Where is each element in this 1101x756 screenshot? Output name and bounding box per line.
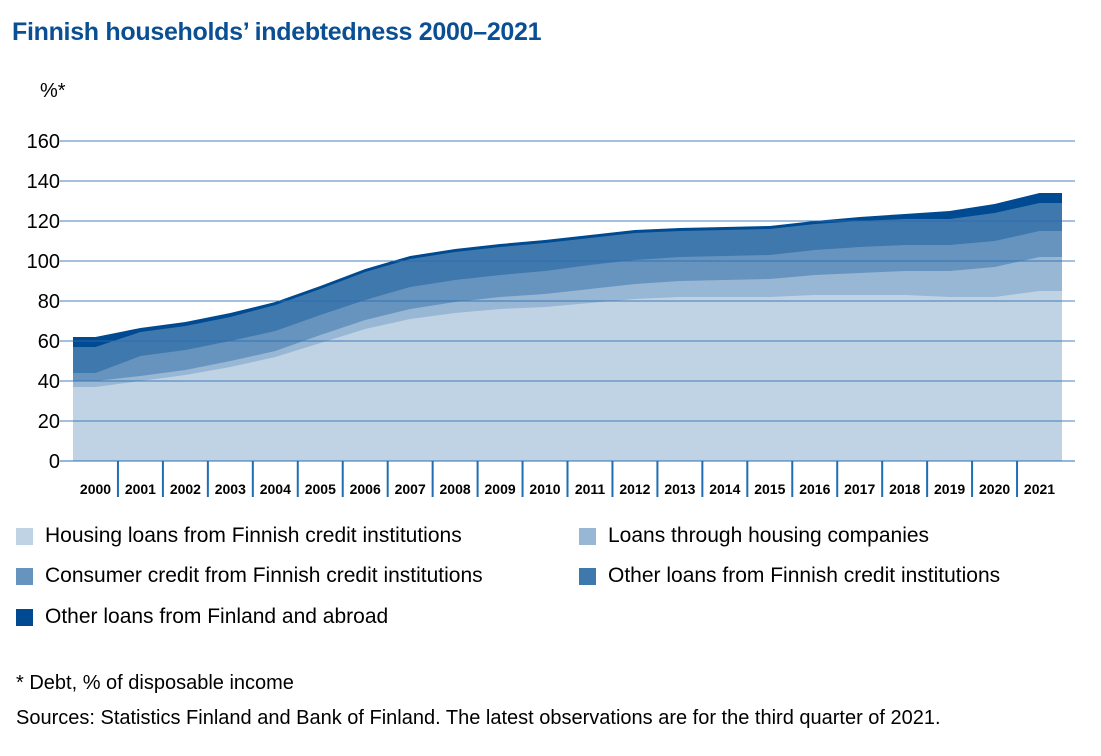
x-tick-label: 2010 xyxy=(529,481,560,497)
legend-label: Consumer credit from Finnish credit inst… xyxy=(45,564,483,587)
legend-item-consumer-credit: Consumer credit from Finnish credit inst… xyxy=(16,564,483,588)
x-tick-label: 2003 xyxy=(215,481,246,497)
x-tick-label: 2017 xyxy=(844,481,875,497)
legend-item-housing-companies: Loans through housing companies xyxy=(579,524,929,548)
y-tick-label: 160 xyxy=(27,131,60,153)
x-tick-label: 2007 xyxy=(395,481,426,497)
x-tick-label: 2008 xyxy=(440,481,471,497)
stacked-area-chart: 0 20 40 60 80 100 120 140 160 2000 2001 2002 2003 200… xyxy=(27,131,1075,497)
legend-label: Other loans from Finland and abroad xyxy=(45,605,389,628)
legend-swatch xyxy=(579,527,596,545)
x-tick-label: 2020 xyxy=(979,481,1010,497)
x-tick-label: 2021 xyxy=(1024,481,1055,497)
x-tick-label: 2011 xyxy=(575,481,606,497)
x-tick-label: 2019 xyxy=(934,481,965,497)
x-tick-label: 2013 xyxy=(664,481,695,497)
x-tick-label: 2004 xyxy=(260,481,291,497)
y-axis-unit-label: %* xyxy=(40,80,66,102)
x-tick-label: 2001 xyxy=(125,481,156,497)
footnote: * Debt, % of disposable income xyxy=(16,672,294,694)
x-tick-label: 2018 xyxy=(889,481,920,497)
legend-item-housing-loans: Housing loans from Finnish credit instit… xyxy=(16,524,462,548)
sources-note: Sources: Statistics Finland and Bank of … xyxy=(16,707,941,729)
x-tick-label: 2006 xyxy=(350,481,381,497)
y-tick-label: 20 xyxy=(38,411,60,433)
y-tick-label: 140 xyxy=(27,171,60,193)
y-tick-label: 40 xyxy=(38,371,60,393)
chart-title: Finnish households’ indebtedness 2000–20… xyxy=(12,18,542,46)
x-tick-label: 2005 xyxy=(305,481,336,497)
x-tick-label: 2009 xyxy=(485,481,516,497)
x-tick-label: 2012 xyxy=(619,481,650,497)
legend-swatch xyxy=(16,567,33,585)
legend-item-other-loans-abroad: Other loans from Finland and abroad xyxy=(16,605,388,629)
legend-label: Housing loans from Finnish credit instit… xyxy=(45,524,462,547)
y-tick-label: 100 xyxy=(27,251,60,273)
legend-item-other-credit-institutions: Other loans from Finnish credit institut… xyxy=(579,564,1000,588)
legend-label: Loans through housing companies xyxy=(608,524,930,547)
x-tick-label: 2015 xyxy=(754,481,785,497)
y-tick-label: 80 xyxy=(38,291,60,313)
legend-swatch xyxy=(16,527,33,545)
x-tick-label: 2016 xyxy=(799,481,830,497)
legend-swatch xyxy=(16,608,33,626)
x-tick-label: 2014 xyxy=(709,481,740,497)
area-series-0 xyxy=(73,291,1062,461)
y-tick-label: 120 xyxy=(27,211,60,233)
y-tick-label: 0 xyxy=(49,451,60,473)
y-tick-label: 60 xyxy=(38,331,60,353)
x-tick-label: 2002 xyxy=(170,481,201,497)
legend-swatch xyxy=(579,567,596,585)
legend-label: Other loans from Finnish credit institut… xyxy=(608,564,1001,587)
x-tick-label: 2000 xyxy=(80,481,111,497)
